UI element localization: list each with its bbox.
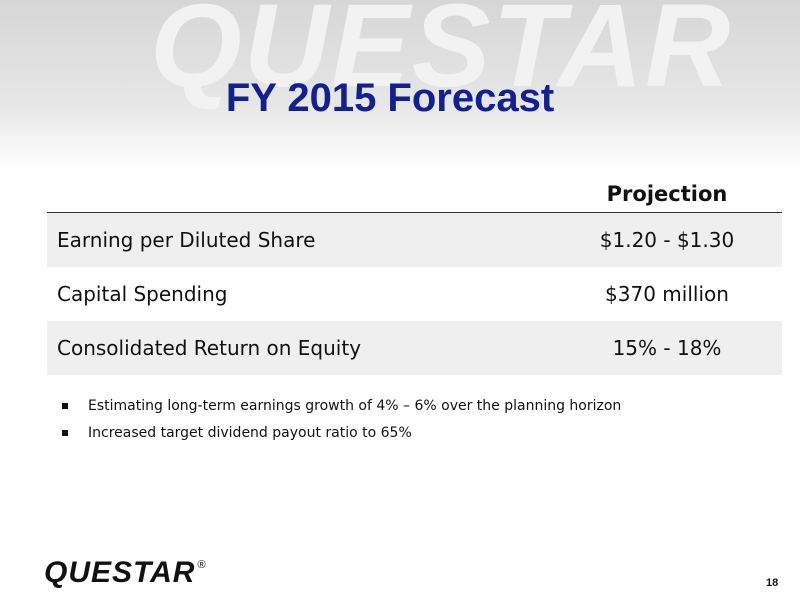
bullet-marker	[62, 403, 68, 409]
bullet: Increased target dividend payout ratio t…	[62, 425, 621, 441]
row-value: 15% - 18%	[612, 336, 722, 360]
table-row: Earning per Diluted Share $1.20 - $1.30	[47, 213, 782, 267]
header-band: QUESTAR	[0, 0, 800, 170]
logo-text: QUESTAR	[44, 556, 196, 589]
row-label: Consolidated Return on Equity	[57, 336, 362, 360]
column-header: Projection	[606, 182, 728, 206]
table-row: Capital Spending $370 million	[47, 267, 782, 321]
bullet-text: Increased target dividend payout ratio t…	[88, 425, 412, 441]
slide-title: FY 2015 Forecast	[225, 76, 555, 120]
logo: QUESTAR ®	[44, 556, 207, 590]
row-value: $1.20 - $1.30	[599, 228, 735, 252]
bullet-marker	[62, 430, 68, 436]
table-header: Projection	[47, 170, 782, 213]
bullet-list: Estimating long-term earnings growth of …	[62, 398, 621, 452]
watermark: QUESTAR	[150, 0, 733, 112]
forecast-table: Projection Earning per Diluted Share $1.2…	[47, 170, 782, 375]
row-value: $370 million	[605, 282, 729, 306]
bullet: Estimating long-term earnings growth of …	[62, 398, 621, 414]
row-label: Capital Spending	[57, 282, 228, 306]
bullet-text: Estimating long-term earnings growth of …	[88, 398, 622, 414]
page-number: 18	[766, 577, 779, 589]
table-row: Consolidated Return on Equity 15% - 18%	[47, 321, 782, 375]
row-label: Earning per Diluted Share	[57, 228, 316, 252]
logo-mark: ®	[197, 559, 207, 571]
